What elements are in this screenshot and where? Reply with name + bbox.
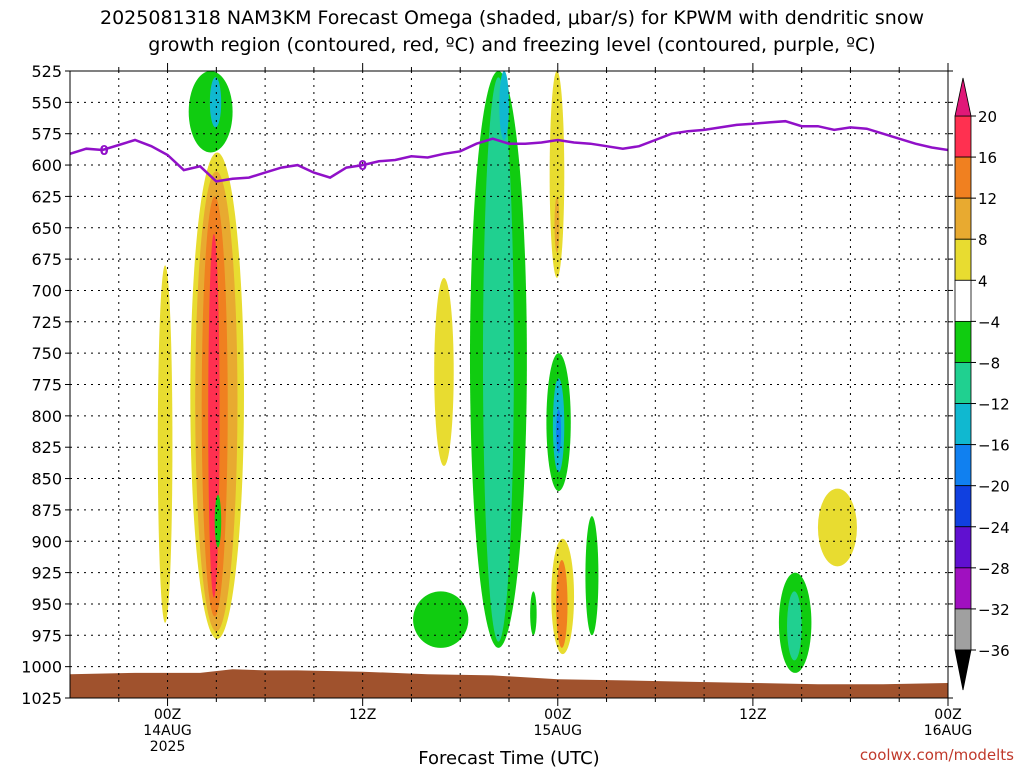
colorbar-label: 8 [978,231,988,249]
colorbar-label: 12 [978,190,997,208]
x-tick-label: 00Z [544,707,571,723]
chart-title-line-1: 2025081318 NAM3KM Forecast Omega (shaded… [100,7,924,29]
y-tick-label: 650 [31,219,62,238]
freezing-level-label: 0 [358,159,367,174]
colorbar-bottom-arrow [954,649,972,691]
colorbar-band [954,403,972,446]
x-tick-label: 12Z [349,707,376,723]
y-tick-label: 750 [31,344,62,363]
x-tick-date-label: 15AUG [534,723,583,739]
omega-region-downward-band-g [214,494,222,548]
colorbar-label: −12 [978,396,1010,414]
omega-region-downward-band-c-core [209,77,222,128]
y-tick-label: 725 [31,313,62,332]
omega-region-upward-band-d [549,71,565,278]
y-tick-label: 975 [31,626,62,645]
colorbar-band [954,279,972,322]
y-tick-label: 850 [31,470,62,489]
colorbar-band [954,526,972,569]
omega-region-downward-band-h-core [787,591,802,661]
x-tick-label: 12Z [739,707,766,723]
y-tick-label: 825 [31,438,62,457]
colorbar-label: 16 [978,149,997,167]
colorbar-label: 20 [978,108,997,126]
colorbar: 20 16 12 8 4 −4 −8 −12 −16 −20 −24 −28 −32 −36 [954,77,1010,691]
y-tick-label: 950 [31,595,62,614]
colorbar-band [954,238,972,281]
pressure-axis: 525 550 575 600 625 650 675 700 725 750 775 800 825 8… [21,62,953,708]
colorbar-label: −16 [978,437,1010,455]
colorbar-label: −8 [978,354,1000,372]
omega-region-upward-band-f [817,488,857,567]
omega-region-downward-band-f [530,591,537,636]
y-tick-label: 675 [31,250,62,269]
terrain-fill [70,669,948,698]
omega-region-downward-band-e [585,516,599,636]
omega-region-upward-band-b [157,265,173,623]
terrain-shape [70,669,948,698]
freezing-level-label: 0 [100,144,109,159]
y-tick-label: 600 [31,156,62,175]
y-tick-label: 900 [31,532,62,551]
y-tick-label: 800 [31,407,62,426]
y-tick-label: 875 [31,501,62,520]
x-tick-date-label: 14AUG [143,723,192,739]
colorbar-band [954,362,972,404]
colorbar-label: −36 [978,642,1010,660]
y-tick-label: 700 [31,281,62,300]
colorbar-band [954,485,972,528]
freezing-level-line [70,119,948,183]
y-tick-label: 775 [31,376,62,395]
x-tick-label: 00Z [934,707,961,723]
colorbar-label: −20 [978,478,1010,496]
colorbar-band [954,608,972,651]
colorbar-band [954,444,972,487]
y-tick-label: 925 [31,564,62,583]
omega-region-downward-band-a-core [482,77,514,642]
y-tick-label: 575 [31,125,62,144]
y-tick-label: 550 [31,93,62,112]
credit-text: coolwx.com/modelts [860,746,1014,764]
chart-title-line-2: growth region (contoured, red, ºC) and f… [148,34,875,56]
omega-region-downward-band-b [413,591,469,648]
omega-region-upward-band-d-core [554,196,560,253]
colorbar-label: −28 [978,560,1010,578]
colorbar-band [954,197,972,240]
omega-region-upward-band-c [434,277,454,467]
omega-shading [157,71,857,673]
x-tick-date-label: 16AUG [924,723,973,739]
y-tick-label: 525 [31,62,62,81]
omega-region-downward-band-a-core2 [499,71,509,140]
colorbar-band [954,567,972,610]
y-tick-label: 625 [31,187,62,206]
x-tick-year-label: 2025 [150,739,186,755]
colorbar-band [954,156,972,199]
colorbar-label: −32 [978,601,1010,619]
colorbar-label: 4 [978,272,988,290]
colorbar-band [954,115,972,158]
x-tick-label: 00Z [154,707,181,723]
y-tick-label: 1000 [21,658,62,677]
colorbar-top-arrow [954,77,972,117]
colorbar-band [954,320,972,363]
y-tick-label: 1025 [21,689,62,708]
colorbar-label: −24 [978,519,1010,537]
x-axis-title: Forecast Time (UTC) [418,748,599,768]
colorbar-label: −4 [978,313,1000,331]
freezing-level-contour: 00 [70,119,948,183]
